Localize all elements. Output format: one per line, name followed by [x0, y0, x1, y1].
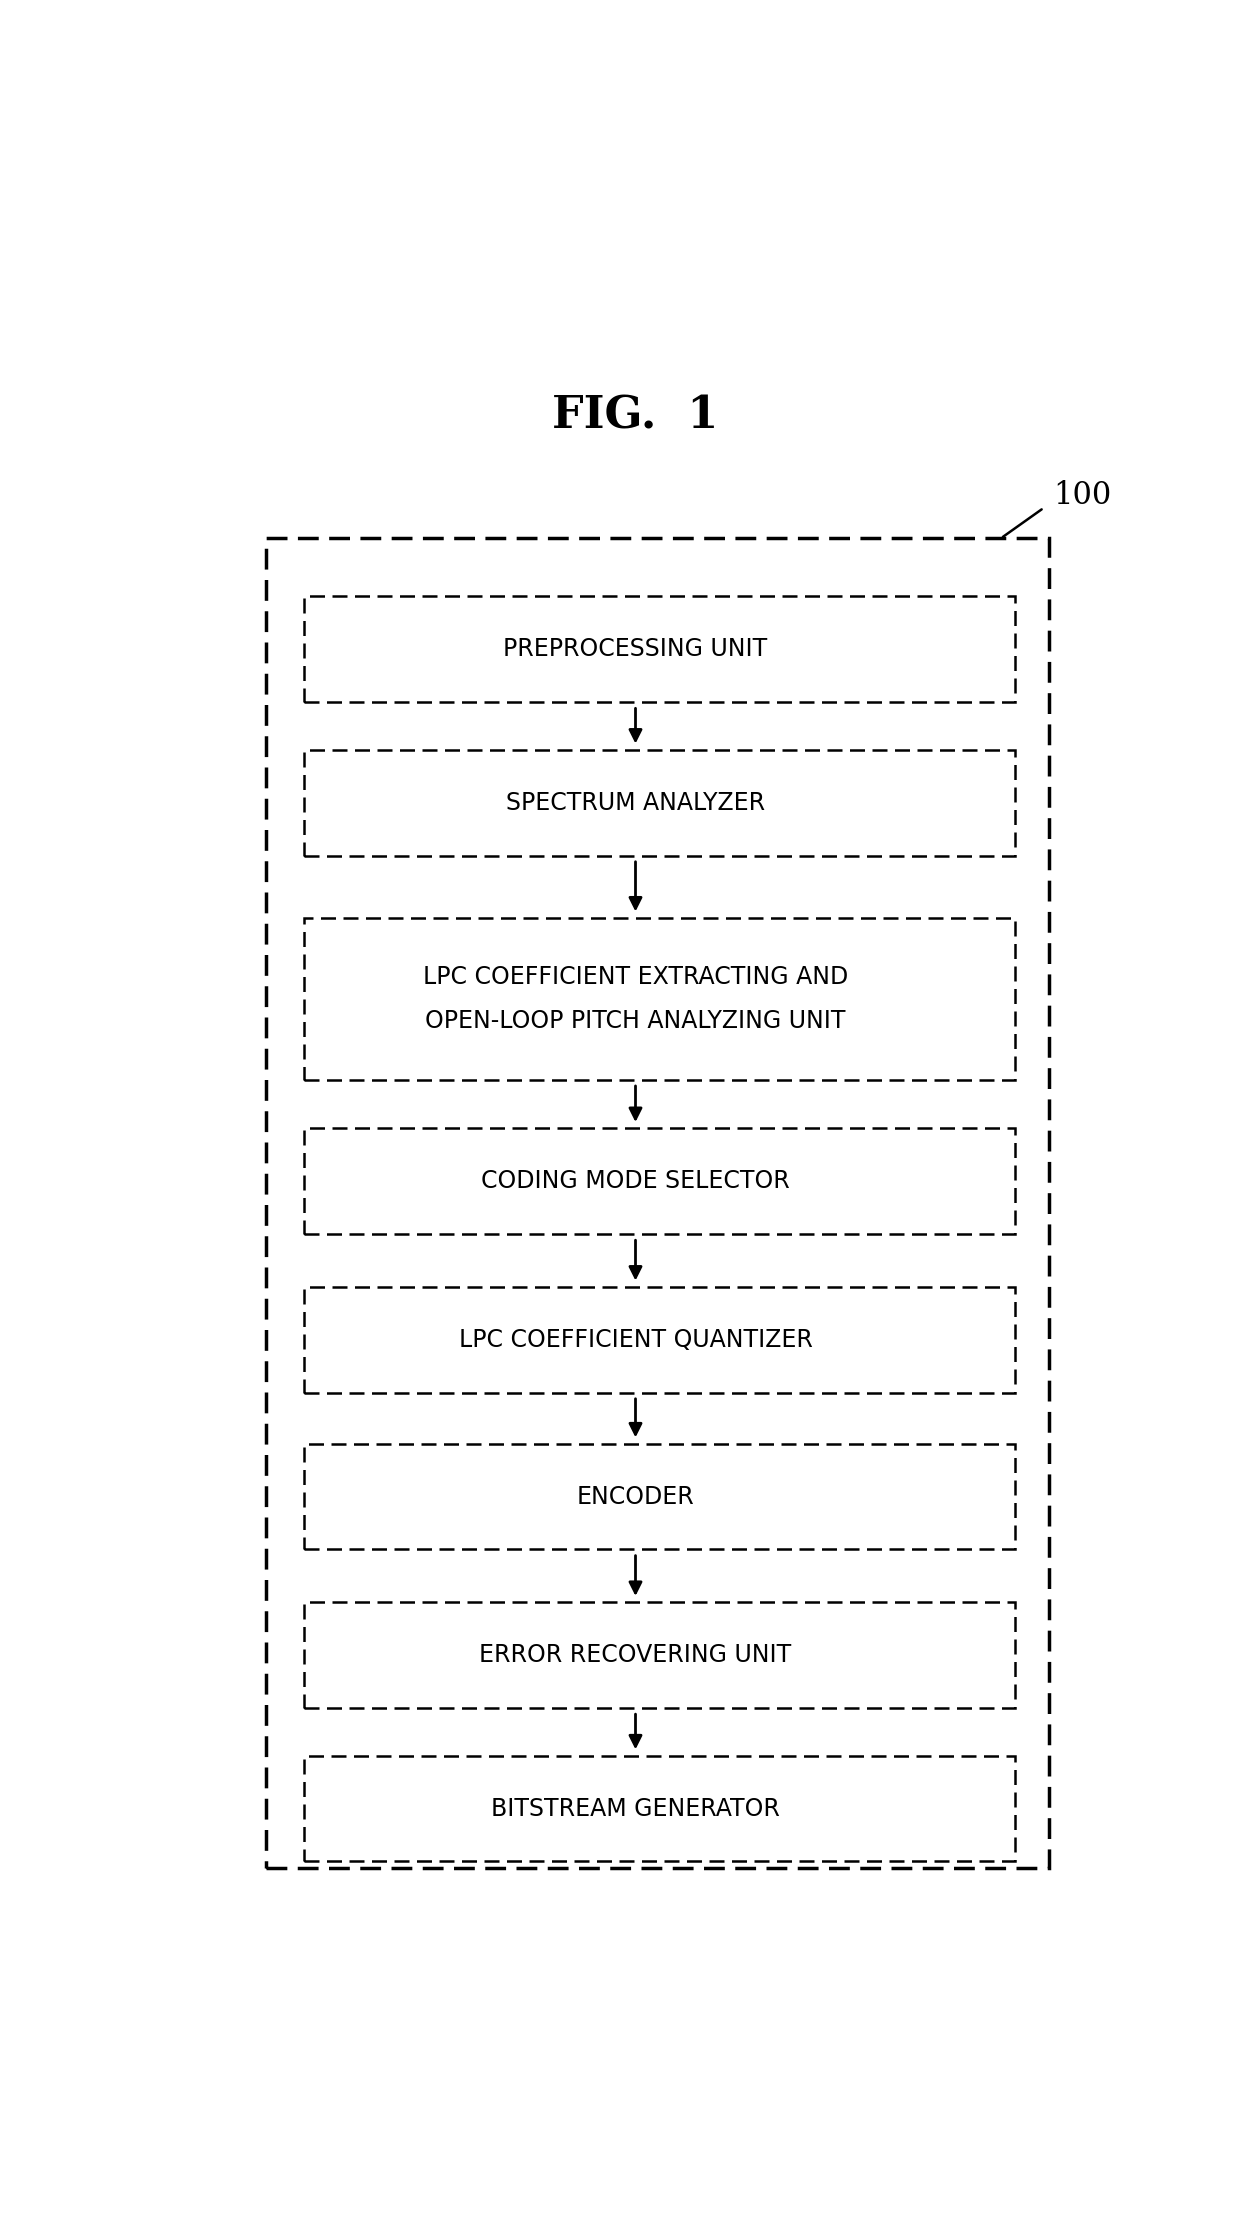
Text: 100: 100: [1054, 480, 1112, 511]
Bar: [265, 538, 1049, 1869]
Text: ERROR RECOVERING UNIT: ERROR RECOVERING UNIT: [480, 1643, 791, 1667]
Text: ENCODER: ENCODER: [577, 1486, 694, 1508]
Bar: [304, 1603, 1016, 1707]
Bar: [304, 1286, 1016, 1393]
Bar: [304, 1129, 1016, 1233]
Bar: [304, 1756, 1016, 1862]
Text: BITSTREAM GENERATOR: BITSTREAM GENERATOR: [491, 1796, 780, 1820]
Bar: [304, 919, 1016, 1080]
Bar: [304, 596, 1016, 702]
Text: OPEN-LOOP PITCH ANALYZING UNIT: OPEN-LOOP PITCH ANALYZING UNIT: [425, 1010, 846, 1034]
Bar: [304, 751, 1016, 855]
Text: PREPROCESSING UNIT: PREPROCESSING UNIT: [503, 638, 768, 662]
Text: CODING MODE SELECTOR: CODING MODE SELECTOR: [481, 1169, 790, 1193]
Text: SPECTRUM ANALYZER: SPECTRUM ANALYZER: [506, 790, 765, 815]
Bar: [304, 1444, 1016, 1550]
Text: LPC COEFFICIENT QUANTIZER: LPC COEFFICIENT QUANTIZER: [459, 1328, 812, 1353]
Text: LPC COEFFICIENT EXTRACTING AND: LPC COEFFICIENT EXTRACTING AND: [423, 965, 848, 990]
Text: FIG.  1: FIG. 1: [552, 394, 719, 436]
